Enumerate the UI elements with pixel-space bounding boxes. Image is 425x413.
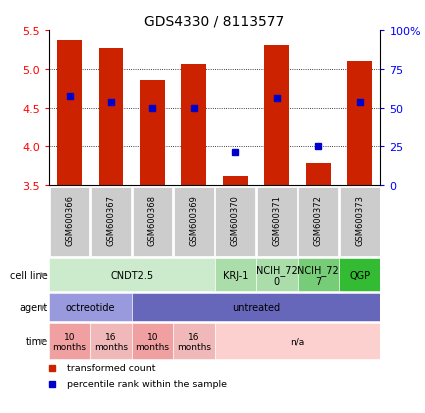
FancyBboxPatch shape [132, 293, 380, 322]
Text: 16
months: 16 months [94, 332, 128, 351]
Bar [99, 49, 123, 186]
Bar [264, 46, 289, 186]
FancyBboxPatch shape [49, 259, 215, 292]
Text: cell line: cell line [10, 270, 48, 280]
Bar [223, 176, 248, 186]
Text: QGP: QGP [349, 270, 370, 280]
FancyBboxPatch shape [90, 323, 132, 359]
FancyBboxPatch shape [298, 187, 338, 256]
Bar [306, 163, 331, 186]
FancyBboxPatch shape [215, 187, 255, 256]
FancyBboxPatch shape [174, 187, 214, 256]
FancyBboxPatch shape [132, 323, 173, 359]
Text: GSM600368: GSM600368 [148, 195, 157, 246]
Title: GDS4330 / 8113577: GDS4330 / 8113577 [144, 14, 285, 28]
Text: KRJ-1: KRJ-1 [223, 270, 248, 280]
Text: CNDT2.5: CNDT2.5 [110, 270, 153, 280]
Text: GSM600366: GSM600366 [65, 195, 74, 246]
Text: 16
months: 16 months [177, 332, 211, 351]
Text: transformed count: transformed count [67, 363, 156, 372]
Text: percentile rank within the sample: percentile rank within the sample [67, 379, 227, 388]
Text: GSM600373: GSM600373 [355, 195, 364, 246]
FancyBboxPatch shape [257, 187, 297, 256]
Text: GSM600367: GSM600367 [107, 195, 116, 246]
FancyBboxPatch shape [298, 259, 339, 292]
FancyBboxPatch shape [49, 323, 90, 359]
Bar [57, 40, 82, 186]
Text: GSM600370: GSM600370 [231, 195, 240, 246]
Text: GSM600371: GSM600371 [272, 195, 281, 246]
FancyBboxPatch shape [215, 259, 256, 292]
Bar [140, 81, 165, 186]
Text: octreotide: octreotide [65, 302, 115, 313]
Text: NCIH_72
7: NCIH_72 7 [298, 264, 339, 286]
FancyBboxPatch shape [49, 293, 132, 322]
FancyBboxPatch shape [339, 259, 380, 292]
FancyBboxPatch shape [91, 187, 131, 256]
FancyBboxPatch shape [50, 187, 90, 256]
FancyBboxPatch shape [215, 323, 380, 359]
FancyBboxPatch shape [340, 187, 380, 256]
Text: agent: agent [20, 302, 48, 313]
Text: n/a: n/a [290, 337, 305, 346]
Text: untreated: untreated [232, 302, 280, 313]
Text: GSM600372: GSM600372 [314, 195, 323, 246]
Text: 10
months: 10 months [53, 332, 87, 351]
Bar [181, 65, 206, 186]
Text: time: time [26, 337, 48, 347]
Text: GSM600369: GSM600369 [190, 195, 198, 246]
FancyBboxPatch shape [173, 323, 215, 359]
Text: NCIH_72
0: NCIH_72 0 [256, 264, 298, 286]
FancyBboxPatch shape [133, 187, 173, 256]
Bar [347, 62, 372, 186]
Text: 10
months: 10 months [136, 332, 170, 351]
FancyBboxPatch shape [256, 259, 298, 292]
